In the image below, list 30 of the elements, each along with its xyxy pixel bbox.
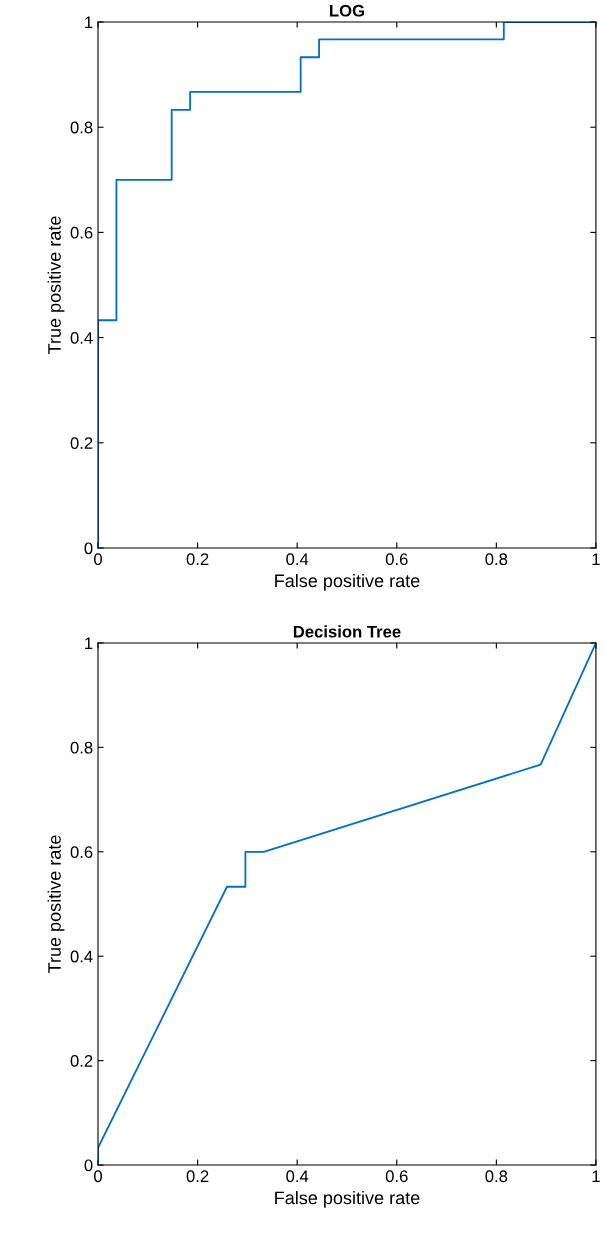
y-tick-label: 1	[85, 16, 93, 29]
y-axis-title: True positive rate	[47, 835, 65, 973]
x-tick-label: 0.2	[186, 1170, 209, 1183]
x-tick-label: 0.6	[385, 553, 408, 566]
y-tick-label: 0.8	[70, 741, 93, 754]
y-axis-title: True positive rate	[47, 216, 65, 354]
chart-title: LOG	[330, 4, 364, 17]
y-tick-label: 0	[84, 1159, 93, 1172]
x-tick-label: 0.6	[385, 1170, 408, 1183]
y-tick-label: 0.2	[70, 437, 93, 449]
y-tick-label: 1	[85, 637, 93, 649]
x-tick-label: 0.8	[485, 1170, 508, 1183]
y-tick-label: 0	[84, 542, 93, 555]
y-tick-label: 0.4	[70, 332, 93, 344]
y-tick-label: 0.4	[70, 950, 93, 963]
x-tick-label: 0.4	[286, 1170, 309, 1183]
y-tick-label: 0.6	[70, 846, 93, 858]
y-tick-label: 0.8	[70, 121, 93, 134]
x-tick-label: 1	[592, 1170, 600, 1182]
x-tick-label: 0	[94, 553, 102, 566]
x-tick-label: 1	[592, 553, 600, 565]
x-tick-label: 0.4	[286, 553, 309, 566]
y-tick-label: 0.6	[70, 226, 93, 239]
x-axis-title: False positive rate	[275, 573, 420, 591]
chart-title: Decision Tree	[293, 625, 401, 638]
y-tick-label: 0.2	[70, 1055, 93, 1067]
x-tick-label: 0.8	[485, 553, 508, 566]
x-axis-title: False positive rate	[275, 1190, 420, 1208]
x-tick-label: 0.2	[186, 553, 209, 566]
x-tick-label: 0	[94, 1170, 102, 1183]
